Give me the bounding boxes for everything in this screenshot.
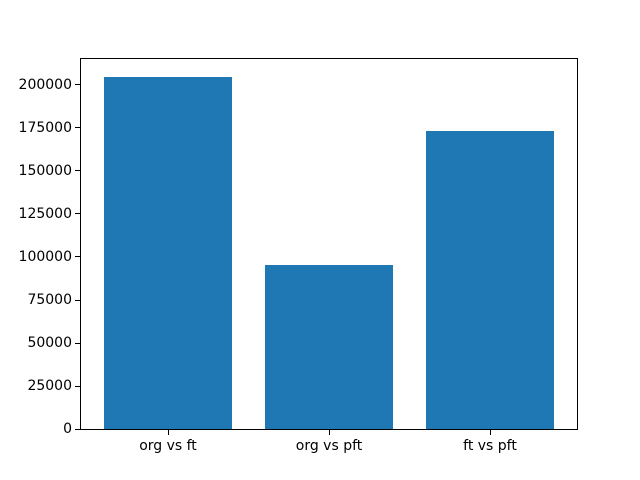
y-tick-label: 175000: [18, 119, 72, 136]
y-tick-mark: [75, 428, 80, 430]
x-tick-label: org vs ft: [139, 438, 197, 454]
y-tick-label: 125000: [18, 205, 72, 222]
y-tick-mark: [75, 170, 80, 172]
x-tick-mark: [489, 430, 491, 435]
y-tick-mark: [75, 256, 80, 258]
y-tick-mark: [75, 299, 80, 301]
x-tick-label: ft vs pft: [463, 438, 517, 454]
bar: [425, 130, 555, 429]
y-tick-mark: [75, 127, 80, 129]
y-tick-mark: [75, 213, 80, 215]
y-tick-mark: [75, 385, 80, 387]
y-tick-label: 50000: [27, 335, 72, 351]
y-tick-label: 150000: [18, 162, 72, 179]
y-tick-label: 75000: [27, 292, 72, 308]
bar: [264, 264, 394, 429]
axes: org vs ft org vs pft ft vs pft 0 25000 50000 7…: [19, 58, 578, 453]
y-tick-mark: [75, 342, 80, 344]
y-tick-label: 100000: [18, 248, 72, 265]
x-tick-mark: [328, 430, 330, 435]
y-tick-label: 0: [63, 421, 72, 437]
y-tick-mark: [75, 84, 80, 86]
y-tick-label: 25000: [27, 378, 72, 394]
x-tick-label: org vs pft: [295, 438, 363, 454]
x-tick-mark: [167, 430, 169, 435]
bar: [103, 76, 233, 429]
y-tick-label: 200000: [18, 76, 72, 93]
